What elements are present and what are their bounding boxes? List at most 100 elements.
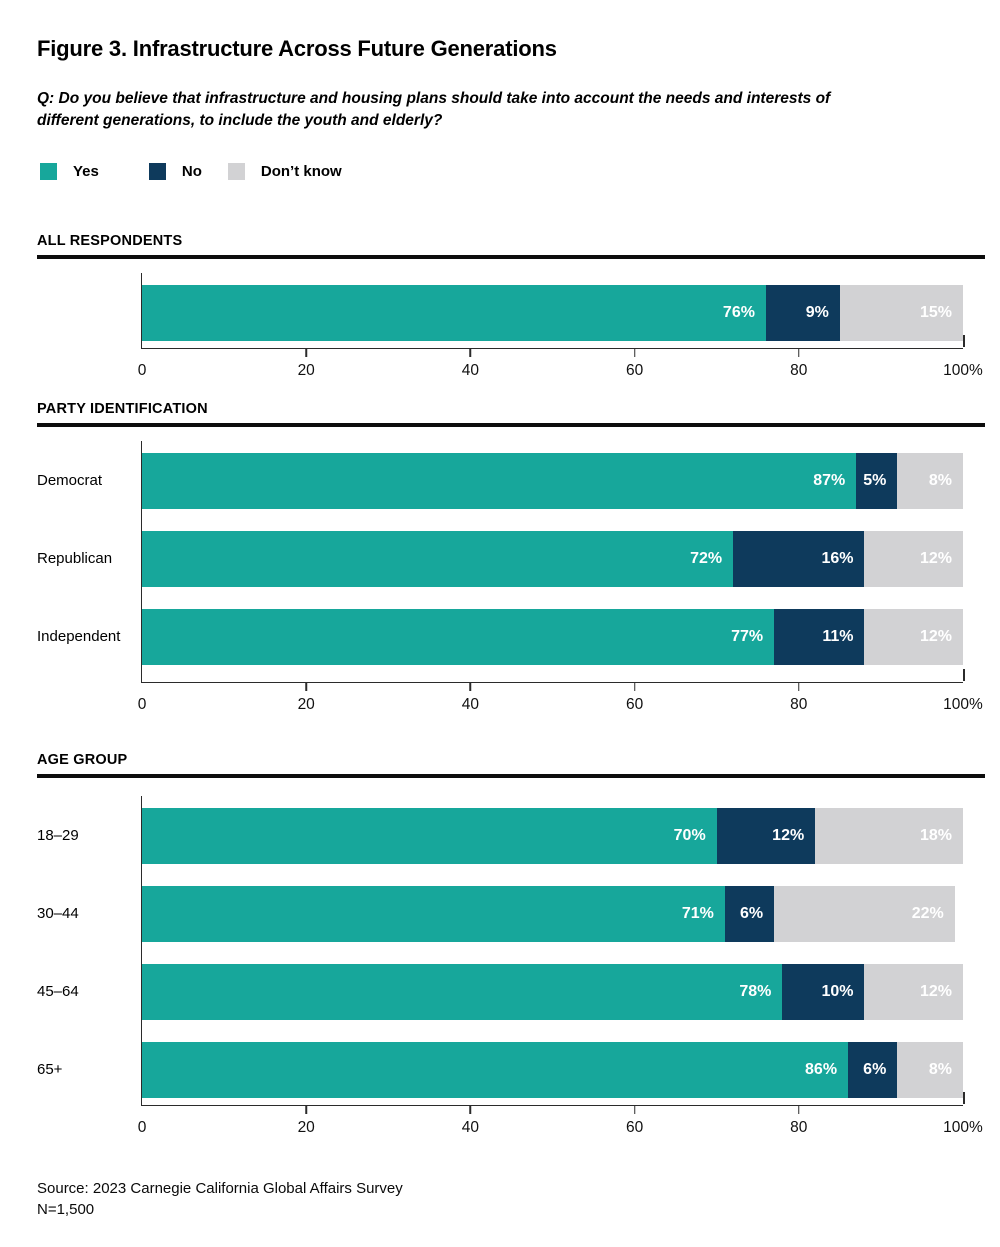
legend-label-yes: Yes	[73, 162, 99, 180]
axis-tick-label: 20	[297, 1118, 315, 1136]
bar-rows: 76% 9% 15%	[142, 284, 963, 341]
row-label: Republican	[37, 550, 113, 568]
axis-tick-label: 80	[790, 1118, 808, 1136]
bar-row-45-64: 45–64 78% 10% 12%	[37, 963, 963, 1020]
bar-segment-don-t-know: 8%	[897, 452, 963, 509]
axis-tick-label: 60	[625, 695, 644, 713]
bar-track: 76% 9% 15%	[142, 284, 963, 341]
bar-segment-don-t-know: 12%	[864, 963, 963, 1020]
axis-tick-label: 20	[297, 695, 315, 713]
axis-end-tick	[963, 669, 965, 682]
x-axis: 0 20 40 60 80 100%	[138, 335, 983, 389]
row-label: Independent	[37, 628, 121, 646]
axis-tick	[633, 682, 636, 691]
segment-value: 71%	[681, 904, 714, 922]
segment-value: 72%	[690, 549, 723, 567]
legend-item-yes: Yes	[40, 162, 99, 180]
bar-row-18-29: 18–29 70% 12% 18%	[37, 807, 963, 864]
bar-segment-yes: 72%	[142, 530, 734, 587]
axis-tick-label: 100%	[943, 695, 983, 713]
bar-row: 76% 9% 15%	[142, 284, 963, 341]
bar-segment-no: 12%	[716, 807, 816, 864]
bar-chart-age-group: 18–29 70% 12% 18% 30–44 71% 6% 22% 45–64 78% 10% 12…	[37, 795, 983, 1146]
segment-value: 8%	[928, 1060, 952, 1078]
segment-value: 86%	[805, 1060, 838, 1078]
axis-tick	[469, 1105, 472, 1114]
segment-value: 6%	[863, 1060, 887, 1078]
section-title-age-group: AGE GROUP	[37, 751, 128, 768]
axis-tick-label: 40	[461, 695, 480, 713]
bar-segment-no: 6%	[848, 1041, 898, 1098]
bar-segment-don-t-know: 15%	[839, 284, 963, 341]
axis-tick-label: 60	[625, 1118, 644, 1136]
bar-row-independent: Independent 77% 11% 12%	[37, 608, 963, 665]
axis-tick-label: 60	[625, 361, 644, 379]
axis-tick	[798, 682, 800, 691]
bar-segment-no: 16%	[733, 530, 865, 587]
x-axis: 0 20 40 60 80 100%	[138, 669, 983, 723]
bar-segment-yes: 86%	[142, 1041, 849, 1098]
segment-value: 87%	[813, 471, 846, 489]
legend-item-no: No	[148, 162, 202, 180]
segment-value: 5%	[863, 471, 887, 489]
bar-rows: 18–29 70% 12% 18% 30–44 71% 6% 22% 45–64 78% 10% 12…	[37, 807, 963, 1098]
segment-value: 15%	[919, 303, 952, 321]
bar-segment-don-t-know: 12%	[864, 608, 963, 665]
row-label: 18–29	[37, 827, 79, 845]
bar-track: 70% 12% 18%	[142, 807, 963, 864]
axis-tick	[469, 682, 472, 691]
axis-tick	[305, 348, 307, 357]
section-rule	[37, 422, 985, 427]
bar-track: 77% 11% 12%	[142, 608, 963, 665]
legend-label-dont-know: Don’t know	[260, 162, 342, 180]
bar-track: 71% 6% 22%	[142, 885, 963, 942]
bar-segment-yes: 87%	[142, 452, 857, 509]
y-axis-line	[140, 272, 142, 349]
segment-value: 6%	[740, 904, 764, 922]
section-age-group: AGE GROUP 18–29 70% 12% 18% 30–44 71% 6% 22% 45–…	[37, 752, 985, 1146]
axis-tick	[798, 1105, 800, 1114]
axis-tick-label: 40	[461, 1118, 480, 1136]
axis-tick	[305, 682, 307, 691]
bar-segment-don-t-know: 18%	[815, 807, 963, 864]
bar-row-65: 65+ 86% 6% 8%	[37, 1041, 963, 1098]
bar-segment-no: 11%	[774, 608, 865, 665]
segment-value: 22%	[911, 904, 944, 922]
segment-value: 8%	[928, 471, 952, 489]
bar-segment-yes: 78%	[142, 963, 783, 1020]
row-label: Democrat	[37, 472, 103, 490]
axis-tick-label: 40	[461, 361, 480, 379]
segment-value: 9%	[805, 303, 829, 321]
bar-segment-don-t-know: 8%	[897, 1041, 963, 1098]
bar-rows: Democrat 87% 5% 8% Republican 72% 16% 12% Indepe…	[37, 452, 963, 665]
axis-tick	[633, 348, 636, 357]
row-label: 45–64	[37, 983, 79, 1001]
axis-end-tick	[963, 335, 965, 348]
axis-tick	[469, 348, 472, 357]
axis-tick-label: 100%	[943, 1118, 983, 1136]
segment-value: 12%	[919, 549, 952, 567]
sample-size-note: N=1,500	[37, 1200, 95, 1218]
segment-value: 12%	[772, 826, 805, 844]
bar-segment-yes: 77%	[142, 608, 775, 665]
bar-segment-don-t-know: 22%	[774, 885, 955, 942]
segment-value: 10%	[821, 982, 854, 1000]
row-label: 30–44	[37, 905, 79, 923]
segment-value: 77%	[731, 627, 764, 645]
survey-question: Q: Do you believe that infrastructure an…	[37, 90, 831, 130]
axis-tick-label: 0	[137, 695, 147, 713]
bar-segment-don-t-know: 12%	[864, 530, 963, 587]
segment-value: 70%	[673, 826, 706, 844]
bar-segment-yes: 70%	[142, 807, 717, 864]
bar-segment-yes: 76%	[142, 284, 766, 341]
segment-value: 78%	[739, 982, 772, 1000]
section-title-party-identification: PARTY IDENTIFICATION	[37, 400, 208, 417]
bar-chart-all-respondents: 76% 9% 15% 0 20 40 60 80 100%	[138, 272, 983, 389]
axis-tick-label: 20	[297, 361, 315, 379]
axis-tick	[305, 1105, 307, 1114]
legend: Yes No Don’t know	[40, 162, 985, 180]
axis-tick-label: 0	[137, 361, 147, 379]
section-rule	[37, 254, 985, 259]
section-title-all-respondents: ALL RESPONDENTS	[37, 232, 183, 249]
